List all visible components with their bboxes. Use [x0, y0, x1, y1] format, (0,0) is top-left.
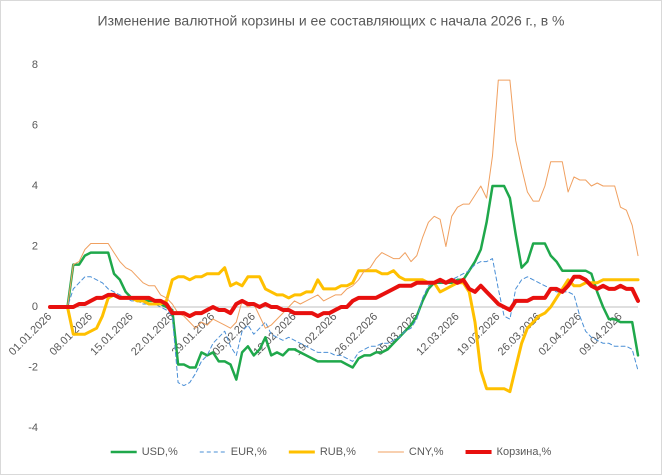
legend-label: EUR,%: [231, 446, 267, 458]
series-line: [48, 184, 640, 381]
y-tick-label: 4: [32, 180, 38, 192]
legend-label: Корзина,%: [497, 446, 552, 458]
y-tick-label: -4: [28, 422, 38, 434]
y-tick-label: 8: [32, 59, 38, 71]
series-line: [48, 274, 640, 319]
chart-title: Изменение валютной корзины и ее составля…: [98, 13, 565, 29]
series-line: [49, 258, 639, 387]
y-tick-label: 0: [32, 301, 38, 313]
y-tick-label: 2: [32, 240, 38, 252]
y-tick-label: 6: [32, 119, 38, 131]
legend-label: USD,%: [142, 446, 178, 458]
legend-label: CNY,%: [409, 446, 444, 458]
legend-label: RUB,%: [320, 446, 356, 458]
series-line: [48, 266, 640, 394]
y-tick-label: -2: [28, 361, 38, 373]
series-line: [49, 79, 639, 329]
legend: USD,% EUR,% RUB,% CNY,% Корзина,%: [110, 446, 552, 458]
